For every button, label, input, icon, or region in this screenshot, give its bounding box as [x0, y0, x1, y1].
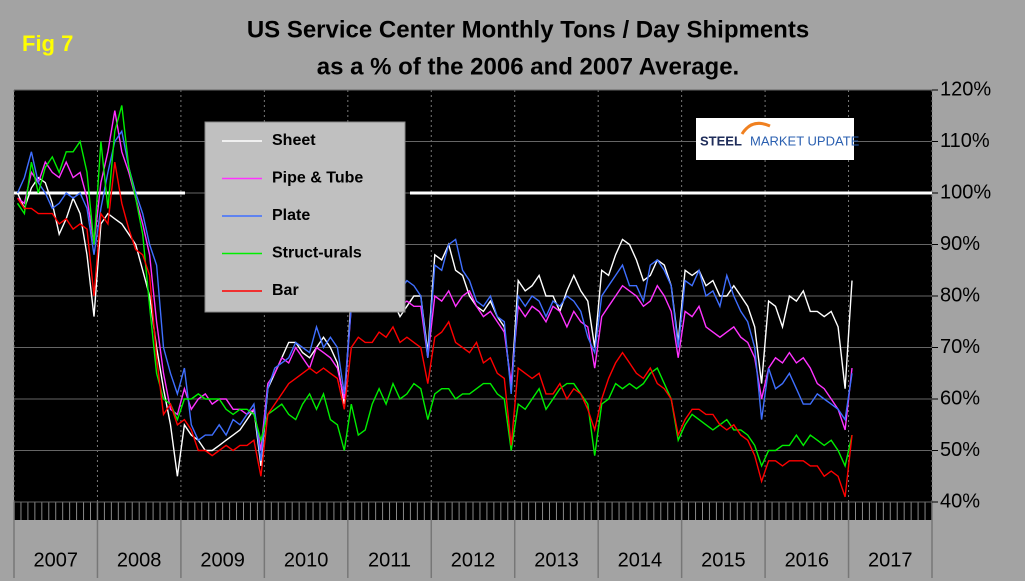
x-tick-label: 2016 — [785, 549, 830, 571]
logo: STEEL MARKET UPDATE — [696, 118, 860, 160]
legend-label: Plate — [272, 207, 310, 224]
legend — [204, 121, 406, 313]
chart-title: as a % of the 2006 and 2007 Average. — [317, 53, 739, 80]
x-tick-label: 2010 — [284, 549, 329, 571]
y-tick-label: 80% — [940, 284, 980, 306]
x-tick-label: 2008 — [117, 549, 162, 571]
series-line — [16, 161, 853, 498]
y-tick-label: 70% — [940, 336, 980, 358]
y-tick-label: 60% — [940, 387, 980, 409]
y-tick-label: 50% — [940, 439, 980, 461]
series-line — [16, 105, 853, 469]
x-tick-label: 2017 — [868, 549, 913, 571]
logo-text: MARKET UPDATE — [750, 133, 860, 148]
x-tick-label: 2007 — [33, 549, 78, 571]
chart-title: US Service Center Monthly Tons / Day Shi… — [247, 16, 809, 43]
legend-label: Bar — [272, 282, 299, 299]
y-tick-label: 110% — [940, 130, 990, 152]
legend-label: Sheet — [272, 132, 316, 149]
plot: 2007 2008 2009 2010 2011 2012 2013 2014 2015 2016… — [13, 78, 991, 578]
y-tick-label: 90% — [940, 233, 980, 255]
series-line — [16, 129, 853, 461]
x-tick-label: 2015 — [701, 549, 746, 571]
y-tick-label: 120% — [940, 78, 991, 100]
y-tick-label: 40% — [940, 490, 980, 512]
fig-label: Fig 7 — [22, 31, 73, 56]
x-tick-label: 2012 — [451, 549, 496, 571]
y-tick-label: 100% — [940, 181, 991, 203]
series-line — [16, 176, 853, 477]
logo-box — [696, 118, 854, 160]
series-line — [17, 110, 853, 451]
x-tick-label: 2009 — [200, 549, 245, 571]
legend-items: Sheet Pipe & Tube Plate Struct-urals Bar — [222, 132, 363, 299]
legend-label: Struct-urals — [272, 245, 362, 262]
legend-label: Pipe & Tube — [272, 170, 363, 187]
x-tick-label: 2011 — [368, 549, 411, 571]
logo-swoosh — [740, 121, 771, 135]
x-tick-label: 2014 — [618, 549, 663, 571]
x-tick-label: 2013 — [534, 549, 579, 571]
logo-text: STEEL — [700, 133, 742, 148]
